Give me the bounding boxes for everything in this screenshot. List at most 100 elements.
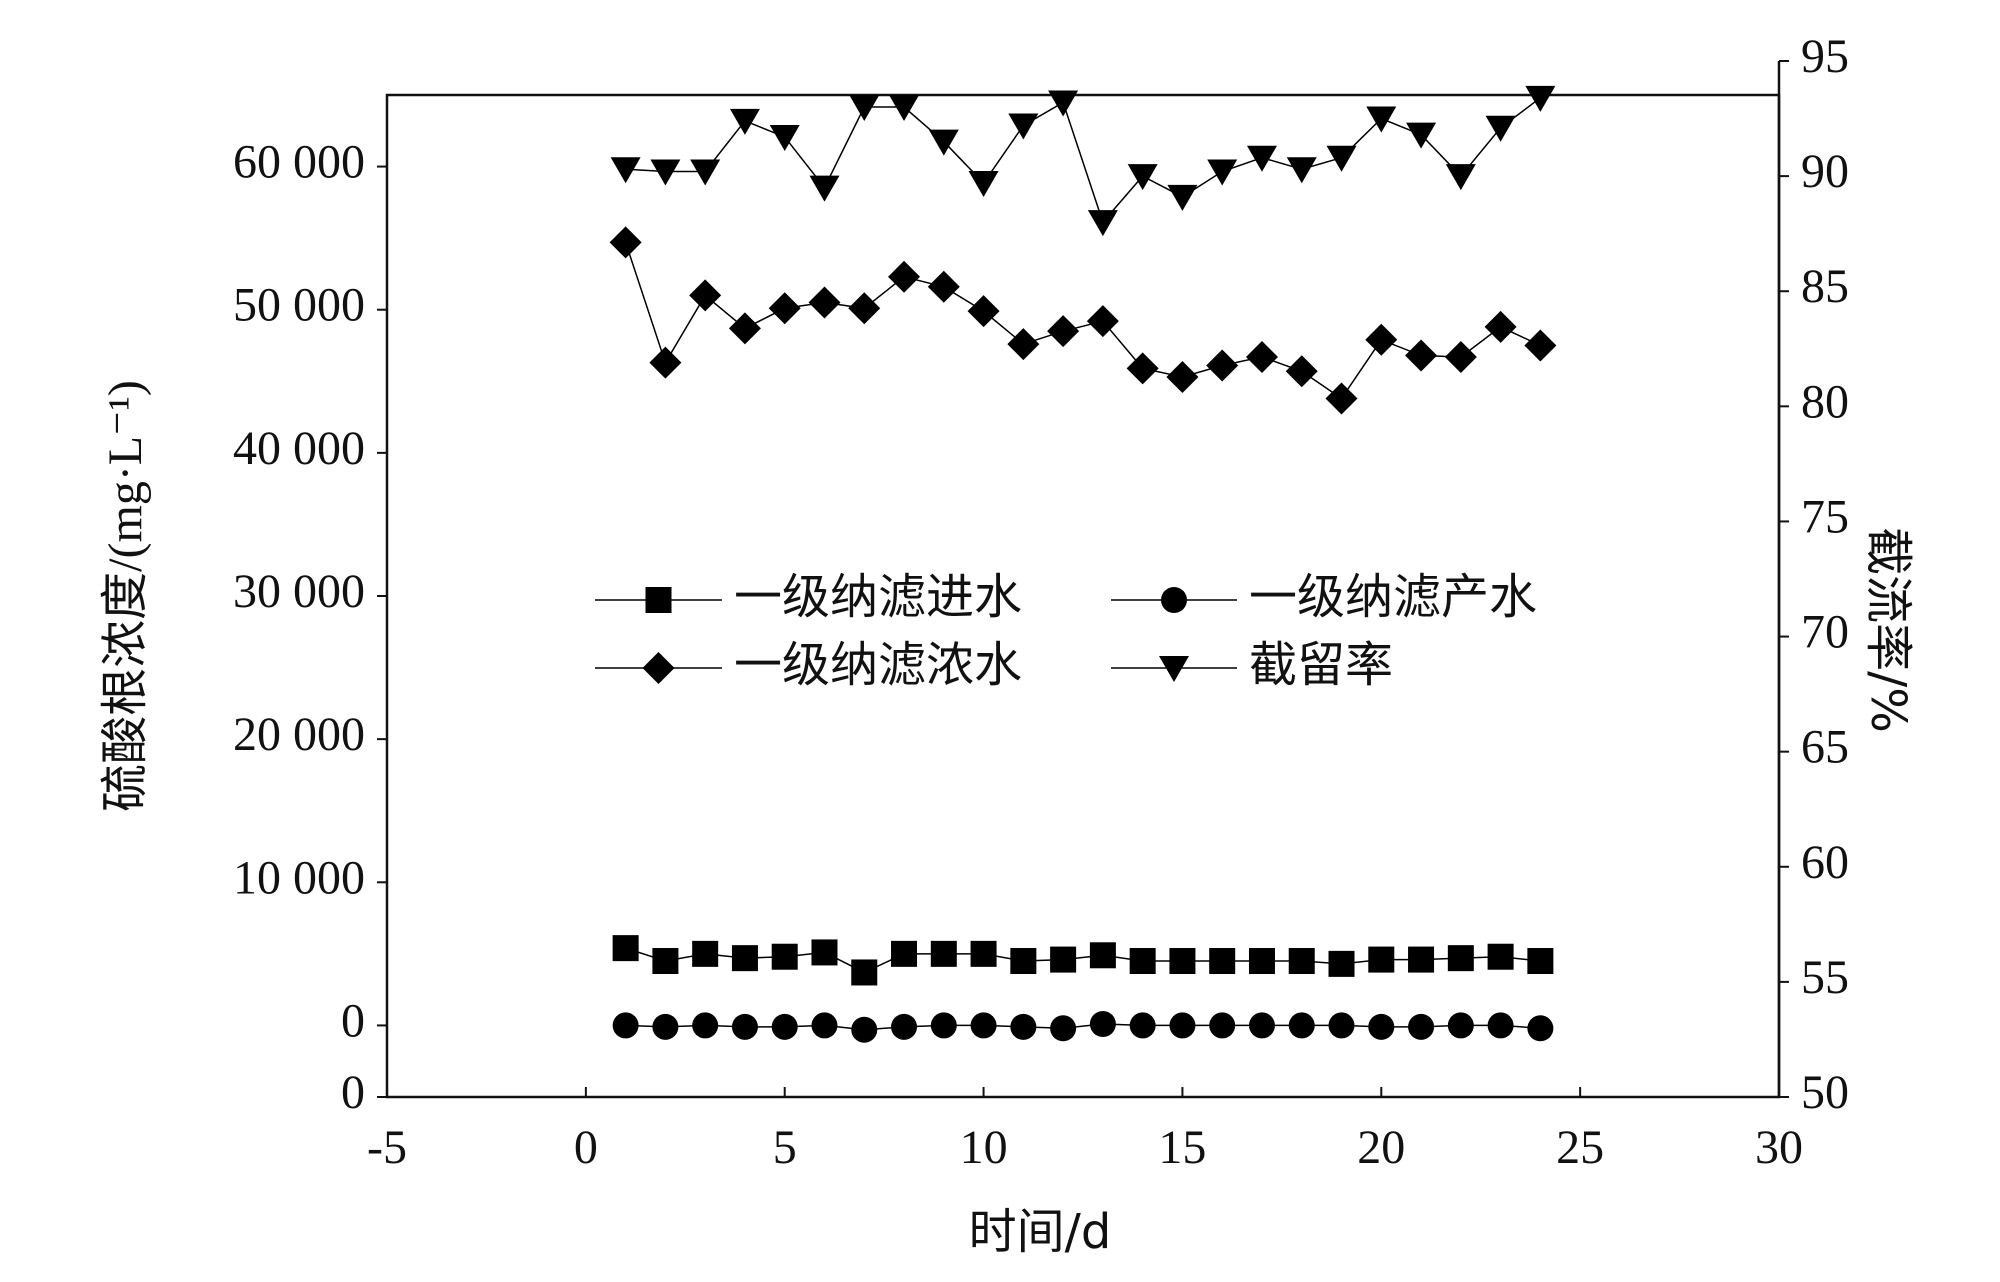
marker [1484, 310, 1517, 343]
marker [811, 939, 838, 966]
marker [1365, 323, 1398, 356]
marker [1010, 948, 1037, 975]
legend-marker [1161, 587, 1187, 613]
marker [1207, 159, 1238, 186]
y2-axis-label: 截流率/% [1860, 527, 1916, 733]
y-tick-label: 50 000 [233, 279, 365, 332]
x-tick-label: 15 [1158, 1121, 1206, 1174]
marker [851, 959, 878, 986]
marker [809, 175, 840, 202]
marker [1169, 1012, 1196, 1039]
marker [1048, 90, 1079, 117]
marker [731, 1013, 758, 1040]
y-tick-label: 0 [341, 1066, 365, 1119]
marker [650, 159, 681, 186]
marker [692, 940, 719, 967]
marker [1288, 948, 1315, 975]
y2-tick-label: 55 [1801, 951, 1849, 1004]
marker [968, 171, 999, 198]
marker [851, 1016, 878, 1043]
marker [1368, 1013, 1395, 1040]
marker [889, 95, 920, 122]
x-tick-label: 25 [1556, 1121, 1604, 1174]
y2-tick-label: 65 [1801, 721, 1849, 774]
legend-label: 截留率 [1249, 637, 1393, 693]
marker [928, 129, 959, 156]
marker [1129, 948, 1156, 975]
marker [612, 935, 639, 962]
y-tick-label: 60 000 [233, 136, 365, 189]
y2-tick-label: 95 [1801, 30, 1849, 83]
marker [1087, 210, 1118, 237]
marker [1047, 315, 1080, 348]
marker [1209, 948, 1236, 975]
y-tick-label: 0 [341, 994, 365, 1047]
marker [1527, 948, 1554, 975]
y2-tick-label: 60 [1801, 836, 1849, 889]
marker [967, 295, 1000, 328]
legend-marker [1159, 656, 1189, 682]
x-tick-label: 5 [773, 1121, 797, 1174]
marker [1126, 352, 1159, 385]
plot-frame [385, 93, 1781, 1099]
marker [927, 270, 960, 303]
marker [768, 292, 801, 325]
marker [728, 312, 761, 345]
series-line [625, 947, 1541, 974]
marker [1408, 1013, 1435, 1040]
y2-tick-label: 90 [1801, 145, 1849, 198]
marker [1089, 942, 1116, 969]
marker [1328, 950, 1355, 977]
marker [1206, 349, 1239, 382]
marker [1166, 360, 1199, 393]
marker [1167, 184, 1198, 211]
legend-marker [642, 652, 675, 684]
marker [1525, 85, 1556, 112]
x-axis-label: 时间/d [969, 1204, 1112, 1260]
marker [1328, 1012, 1355, 1039]
marker [1169, 948, 1196, 975]
marker [930, 1012, 957, 1039]
series-line [624, 242, 1541, 400]
marker [771, 1013, 798, 1040]
marker [849, 95, 880, 122]
legend-label: 一级纳滤浓水 [734, 637, 1022, 693]
marker [930, 940, 957, 967]
legend-label: 一级纳滤进水 [734, 569, 1022, 625]
marker [891, 940, 918, 967]
y-tick-label: 40 000 [233, 422, 365, 475]
marker [1325, 382, 1358, 415]
marker [1445, 164, 1476, 191]
x-tick-label: 20 [1357, 1121, 1405, 1174]
marker [1007, 328, 1040, 361]
marker [1527, 1015, 1554, 1042]
marker [970, 940, 997, 967]
x-tick-label: 0 [574, 1121, 598, 1174]
marker [1089, 1010, 1116, 1037]
marker [888, 260, 921, 293]
y-tick-label: 10 000 [233, 851, 365, 904]
marker [1209, 1012, 1236, 1039]
legend-label: 一级纳滤产水 [1249, 569, 1537, 625]
y2-tick-label: 75 [1801, 490, 1849, 543]
marker [1447, 1012, 1474, 1039]
marker [1524, 329, 1557, 362]
marker [1086, 305, 1119, 338]
marker [729, 108, 760, 135]
marker [610, 157, 641, 184]
y-axis-label: 硫酸根浓度/(mg·L⁻¹) [99, 380, 152, 812]
marker [1444, 340, 1477, 373]
marker [1326, 145, 1357, 172]
marker [1050, 1015, 1077, 1042]
x-tick-label: 10 [960, 1121, 1008, 1174]
marker [1288, 1012, 1315, 1039]
marker [690, 159, 721, 186]
marker [1050, 946, 1077, 973]
marker [1368, 946, 1395, 973]
y-tick-label: 20 000 [233, 708, 365, 761]
marker [652, 948, 679, 975]
marker [1285, 355, 1318, 388]
marker [771, 943, 798, 970]
marker [1487, 943, 1514, 970]
